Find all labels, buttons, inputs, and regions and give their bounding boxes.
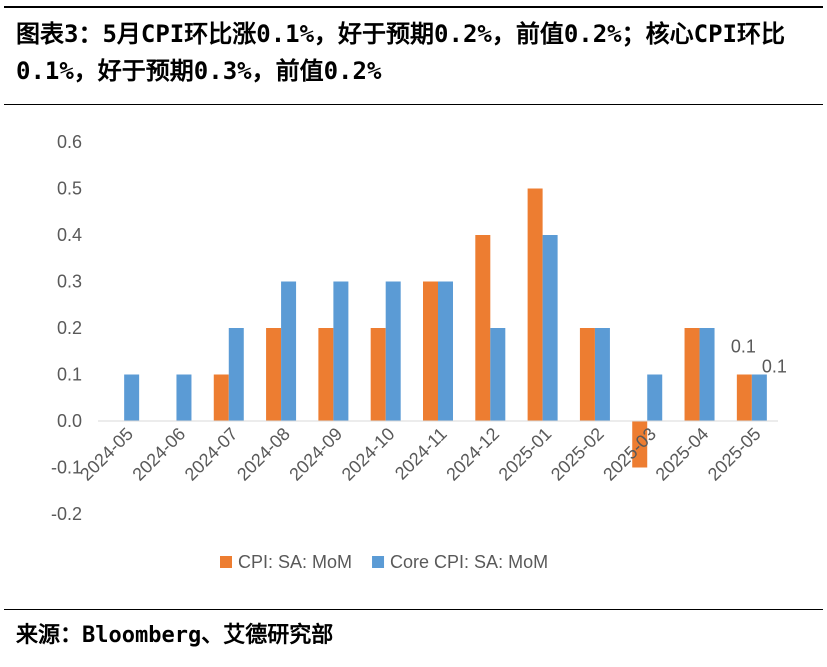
y-tick-label: 0.2 (57, 318, 82, 338)
bar-series (124, 188, 767, 468)
y-tick-label: -0.1 (51, 458, 82, 478)
legend: CPI: SA: MoM Core CPI: SA: MoM (220, 552, 548, 572)
bar-chart: -0.2-0.10.00.10.20.30.40.50.6 2024-05202… (51, 132, 787, 572)
cpi-bar (370, 328, 386, 421)
x-tick-label: 2024-05 (76, 424, 137, 485)
core-cpi-bar (751, 374, 767, 421)
x-tick-label: 2024-06 (128, 424, 189, 485)
y-tick-label: 0.0 (57, 411, 82, 431)
core-cpi-bar (438, 281, 453, 421)
core-cpi-bar (176, 374, 192, 421)
top-rule (4, 6, 823, 8)
data-label: 0.1 (762, 357, 787, 377)
legend-swatch (220, 556, 232, 568)
core-cpi-bar (594, 328, 610, 421)
x-tick-label: 2025-03 (599, 424, 660, 485)
core-cpi-bar (542, 235, 558, 421)
cpi-bar (266, 328, 282, 421)
cpi-bar (527, 188, 543, 421)
core-cpi-bar (699, 328, 715, 421)
legend-label: Core CPI: SA: MoM (390, 552, 548, 572)
x-tick-label: 2025-01 (495, 424, 556, 485)
cpi-bar (423, 281, 438, 421)
y-tick-label: 0.3 (57, 272, 82, 292)
y-tick-label: 0.5 (57, 179, 82, 199)
title-rule (4, 104, 823, 105)
y-tick-label: 0.6 (57, 132, 82, 152)
x-tick-label: 2025-02 (547, 424, 608, 485)
x-axis-tick-labels: 2024-052024-062024-072024-082024-092024-… (76, 424, 765, 485)
cpi-bar (632, 421, 648, 468)
core-cpi-bar (228, 328, 244, 421)
x-tick-label: 2024-12 (442, 424, 503, 485)
y-tick-label: 0.4 (57, 225, 82, 245)
core-cpi-bar (333, 281, 349, 421)
data-labels: 0.1 0.1 (731, 337, 787, 377)
x-tick-label: 2024-08 (233, 424, 294, 485)
core-cpi-bar (490, 328, 506, 421)
core-cpi-bar (124, 374, 140, 421)
x-tick-label: 2025-04 (652, 424, 713, 485)
x-tick-label: 2024-10 (338, 424, 399, 485)
cpi-bar (213, 374, 229, 421)
x-tick-label: 2024-07 (181, 424, 242, 485)
source-note: 来源：Bloomberg、艾德研究部 (16, 623, 334, 648)
legend-swatch (372, 556, 385, 568)
figure-title: 图表3：5月CPI环比涨0.1%，好于预期0.2%，前值0.2%；核心CPI环比… (16, 20, 785, 85)
x-tick-label: 2025-05 (704, 424, 765, 485)
cpi-bar (736, 374, 752, 421)
cpi-bar (579, 328, 595, 421)
x-tick-label: 2024-09 (285, 424, 346, 485)
legend-label: CPI: SA: MoM (238, 552, 352, 572)
y-tick-label: -0.2 (51, 504, 82, 524)
source-rule (4, 609, 823, 610)
core-cpi-bar (281, 281, 297, 421)
cpi-bar (318, 328, 334, 421)
core-cpi-bar (385, 281, 401, 421)
x-tick-label: 2024-11 (391, 424, 451, 484)
data-label: 0.1 (731, 337, 756, 357)
cpi-bar (475, 235, 491, 421)
y-axis-tick-labels: -0.2 -0.1 0.0 0.1 0.2 0.3 0.4 0.5 0.6 (51, 132, 82, 524)
y-tick-label: 0.1 (57, 365, 82, 385)
cpi-bar (684, 328, 700, 421)
core-cpi-bar (647, 374, 663, 421)
